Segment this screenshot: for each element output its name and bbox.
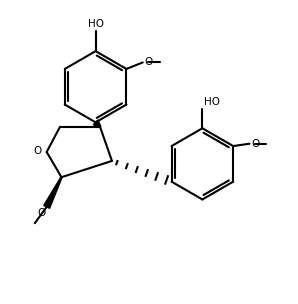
Text: HO: HO (88, 19, 104, 29)
Text: HO: HO (204, 97, 220, 107)
Text: O: O (251, 139, 259, 149)
Text: O: O (33, 146, 41, 156)
Polygon shape (93, 120, 101, 127)
Polygon shape (44, 177, 62, 208)
Text: O: O (144, 57, 153, 67)
Text: O: O (37, 208, 45, 218)
